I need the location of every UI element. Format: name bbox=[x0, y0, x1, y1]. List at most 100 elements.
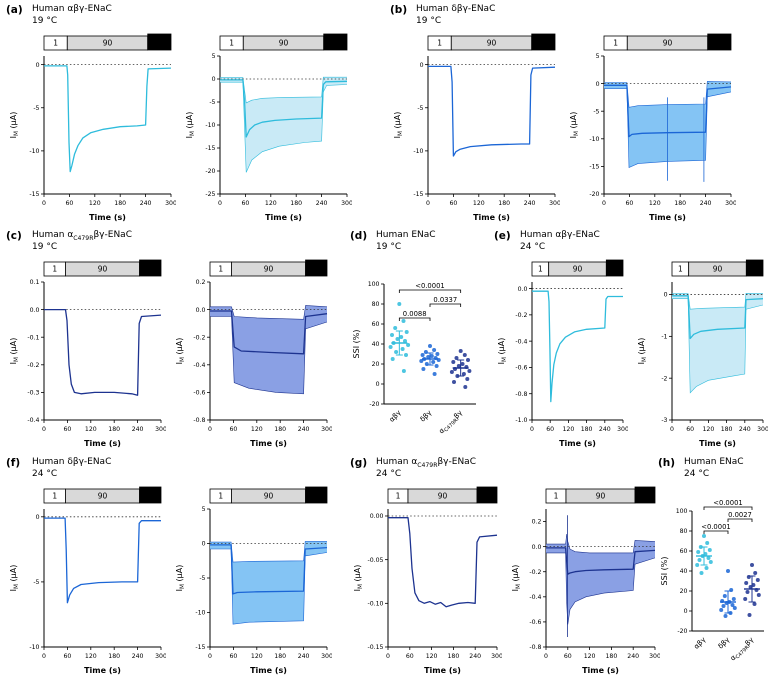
svg-text:0: 0 bbox=[376, 381, 380, 388]
panel-c-plots: 1 90 a 0.1 0.0 -0.1 -0.2 -0.3 -0.4 0 60 120 180 240 30… bbox=[6, 256, 333, 456]
svg-text:IM (µA): IM (µA) bbox=[185, 112, 196, 139]
svg-text:-3: -3 bbox=[661, 417, 667, 424]
panel-b-plots: 1 90 a 0 -5 -10 -15 0 60 120 180 240 300 IM (µA) Time … bbox=[390, 30, 737, 230]
svg-text:60: 60 bbox=[625, 200, 633, 207]
svg-text:-10: -10 bbox=[589, 136, 599, 143]
svg-text:100: 100 bbox=[368, 281, 380, 288]
panel-g-title: Human αC479Rβγ-ENaC bbox=[376, 457, 476, 469]
svg-text:90: 90 bbox=[264, 492, 274, 501]
svg-text:0: 0 bbox=[596, 81, 600, 88]
svg-text:180: 180 bbox=[674, 200, 686, 207]
panel-b-label: (b) bbox=[390, 4, 408, 16]
svg-text:-0.4: -0.4 bbox=[529, 594, 541, 601]
svg-text:0: 0 bbox=[42, 653, 46, 660]
svg-text:240: 240 bbox=[739, 426, 751, 433]
svg-text:0.0337: 0.0337 bbox=[433, 296, 457, 304]
svg-text:a: a bbox=[752, 264, 757, 273]
panel-g: (g) Human αC479Rβγ-ENaC 24 °C 1 90 a 0.00 -0… bbox=[350, 457, 661, 683]
svg-text:a: a bbox=[333, 38, 338, 47]
svg-text:-1: -1 bbox=[661, 334, 667, 341]
svg-text:SSI (%): SSI (%) bbox=[660, 557, 669, 586]
svg-text:60: 60 bbox=[449, 200, 457, 207]
svg-text:IM (µA): IM (µA) bbox=[9, 338, 20, 365]
svg-text:90: 90 bbox=[279, 39, 289, 48]
panel-d-plots: -20 0 20 40 60 80 100 αβγ δβγ αC479Rβγ 0.0088 0.033… bbox=[350, 256, 482, 460]
svg-text:-20: -20 bbox=[677, 628, 687, 635]
svg-text:-0.15: -0.15 bbox=[367, 644, 383, 651]
svg-text:300: 300 bbox=[321, 426, 332, 433]
svg-text:1: 1 bbox=[613, 39, 618, 48]
plot-f-single-trace: 1 90 a 0 -5 -10 0 60 120 180 240 300 IM (µA) Time (s) bbox=[6, 483, 167, 683]
svg-text:180: 180 bbox=[721, 426, 733, 433]
svg-text:20: 20 bbox=[680, 588, 688, 595]
panel-d-label: (d) bbox=[350, 230, 368, 242]
svg-text:300: 300 bbox=[155, 426, 166, 433]
plot-e-mean-trace: 1 90 a 0 -1 -2 -3 0 60 120 180 240 300 IM (µA) Time (s… bbox=[634, 256, 769, 456]
svg-text:5: 5 bbox=[212, 53, 216, 60]
panel-a-label: (a) bbox=[6, 4, 23, 16]
plot-a-single-trace: 1 90 a 0 -5 -10 -15 0 60 120 180 240 300 IM (µA) Time … bbox=[6, 30, 177, 230]
svg-text:0.2: 0.2 bbox=[196, 279, 206, 286]
svg-text:-15: -15 bbox=[205, 145, 215, 152]
svg-text:-5: -5 bbox=[209, 99, 215, 106]
svg-text:180: 180 bbox=[274, 653, 286, 660]
panel-a: (a) Human αβγ-ENaC 19 °C 1 90 a 0 -5 -10 -15 0 6… bbox=[6, 4, 353, 230]
svg-text:αC479Rβγ: αC479Rβγ bbox=[437, 409, 465, 437]
svg-text:IM (µA): IM (µA) bbox=[637, 338, 648, 365]
svg-text:-1.0: -1.0 bbox=[515, 417, 527, 424]
svg-text:-5: -5 bbox=[593, 108, 599, 115]
svg-text:180: 180 bbox=[498, 200, 510, 207]
svg-text:300: 300 bbox=[491, 653, 502, 660]
panel-c-subtitle: 19 °C bbox=[32, 241, 58, 252]
svg-text:0: 0 bbox=[212, 76, 216, 83]
trace-plot-svg: 1 90 a 0.2 0.0 -0.2 -0.4 -0.6 -0.80 60 120 180 240 30… bbox=[175, 259, 333, 448]
panel-h-header: (h) Human ENaC 24 °C bbox=[658, 457, 770, 483]
svg-text:120: 120 bbox=[702, 426, 714, 433]
panel-h-title: Human ENaC bbox=[684, 457, 744, 467]
svg-text:Time (s): Time (s) bbox=[699, 439, 736, 448]
svg-text:-15: -15 bbox=[29, 191, 39, 198]
plot-c-single-trace: 1 90 a 0.1 0.0 -0.1 -0.2 -0.3 -0.4 0 60 120 180 240 30… bbox=[6, 256, 167, 456]
svg-text:60: 60 bbox=[564, 653, 572, 660]
svg-text:IM (µA): IM (µA) bbox=[569, 112, 580, 139]
svg-text:-20: -20 bbox=[205, 168, 215, 175]
svg-text:-2: -2 bbox=[661, 375, 667, 382]
svg-text:0: 0 bbox=[386, 653, 390, 660]
svg-text:5: 5 bbox=[202, 506, 206, 513]
svg-text:a: a bbox=[314, 491, 319, 500]
svg-text:0.00: 0.00 bbox=[370, 513, 384, 520]
svg-text:0: 0 bbox=[208, 426, 212, 433]
svg-text:<0.0001: <0.0001 bbox=[713, 499, 742, 507]
svg-text:300: 300 bbox=[549, 200, 560, 207]
panel-d-title: Human ENaC bbox=[376, 230, 436, 240]
plot-b-single-trace: 1 90 a 0 -5 -10 -15 0 60 120 180 240 300 IM (µA) Time … bbox=[390, 30, 561, 230]
svg-text:-0.4: -0.4 bbox=[193, 362, 205, 369]
svg-text:180: 180 bbox=[581, 426, 593, 433]
svg-text:-0.8: -0.8 bbox=[193, 417, 205, 424]
svg-text:120: 120 bbox=[649, 200, 661, 207]
panel-d-header: (d) Human ENaC 19 °C bbox=[350, 230, 482, 256]
svg-text:0: 0 bbox=[544, 653, 548, 660]
svg-text:1: 1 bbox=[554, 492, 559, 501]
panel-h-label: (h) bbox=[658, 457, 676, 469]
svg-text:0: 0 bbox=[208, 653, 212, 660]
svg-text:a: a bbox=[314, 264, 319, 273]
svg-text:-10: -10 bbox=[413, 148, 423, 155]
svg-text:-5: -5 bbox=[33, 105, 39, 112]
svg-text:αC479Rβγ: αC479Rβγ bbox=[729, 636, 757, 664]
plot-b-mean-trace: 1 90 a 5 0 -5 -10 -15 -20 0 60 120 180 240 300 IM (µA) T… bbox=[566, 30, 737, 230]
svg-text:0.0: 0.0 bbox=[196, 307, 206, 314]
svg-text:1: 1 bbox=[52, 492, 57, 501]
svg-text:-25: -25 bbox=[205, 191, 215, 198]
svg-text:0: 0 bbox=[42, 200, 46, 207]
panel-b-subtitle: 19 °C bbox=[416, 15, 442, 26]
svg-text:a: a bbox=[485, 491, 490, 500]
svg-text:240: 240 bbox=[627, 653, 639, 660]
svg-text:60: 60 bbox=[229, 426, 237, 433]
panel-a-plots: 1 90 a 0 -5 -10 -15 0 60 120 180 240 300 IM (µA) Time … bbox=[6, 30, 353, 230]
svg-text:a: a bbox=[148, 264, 153, 273]
